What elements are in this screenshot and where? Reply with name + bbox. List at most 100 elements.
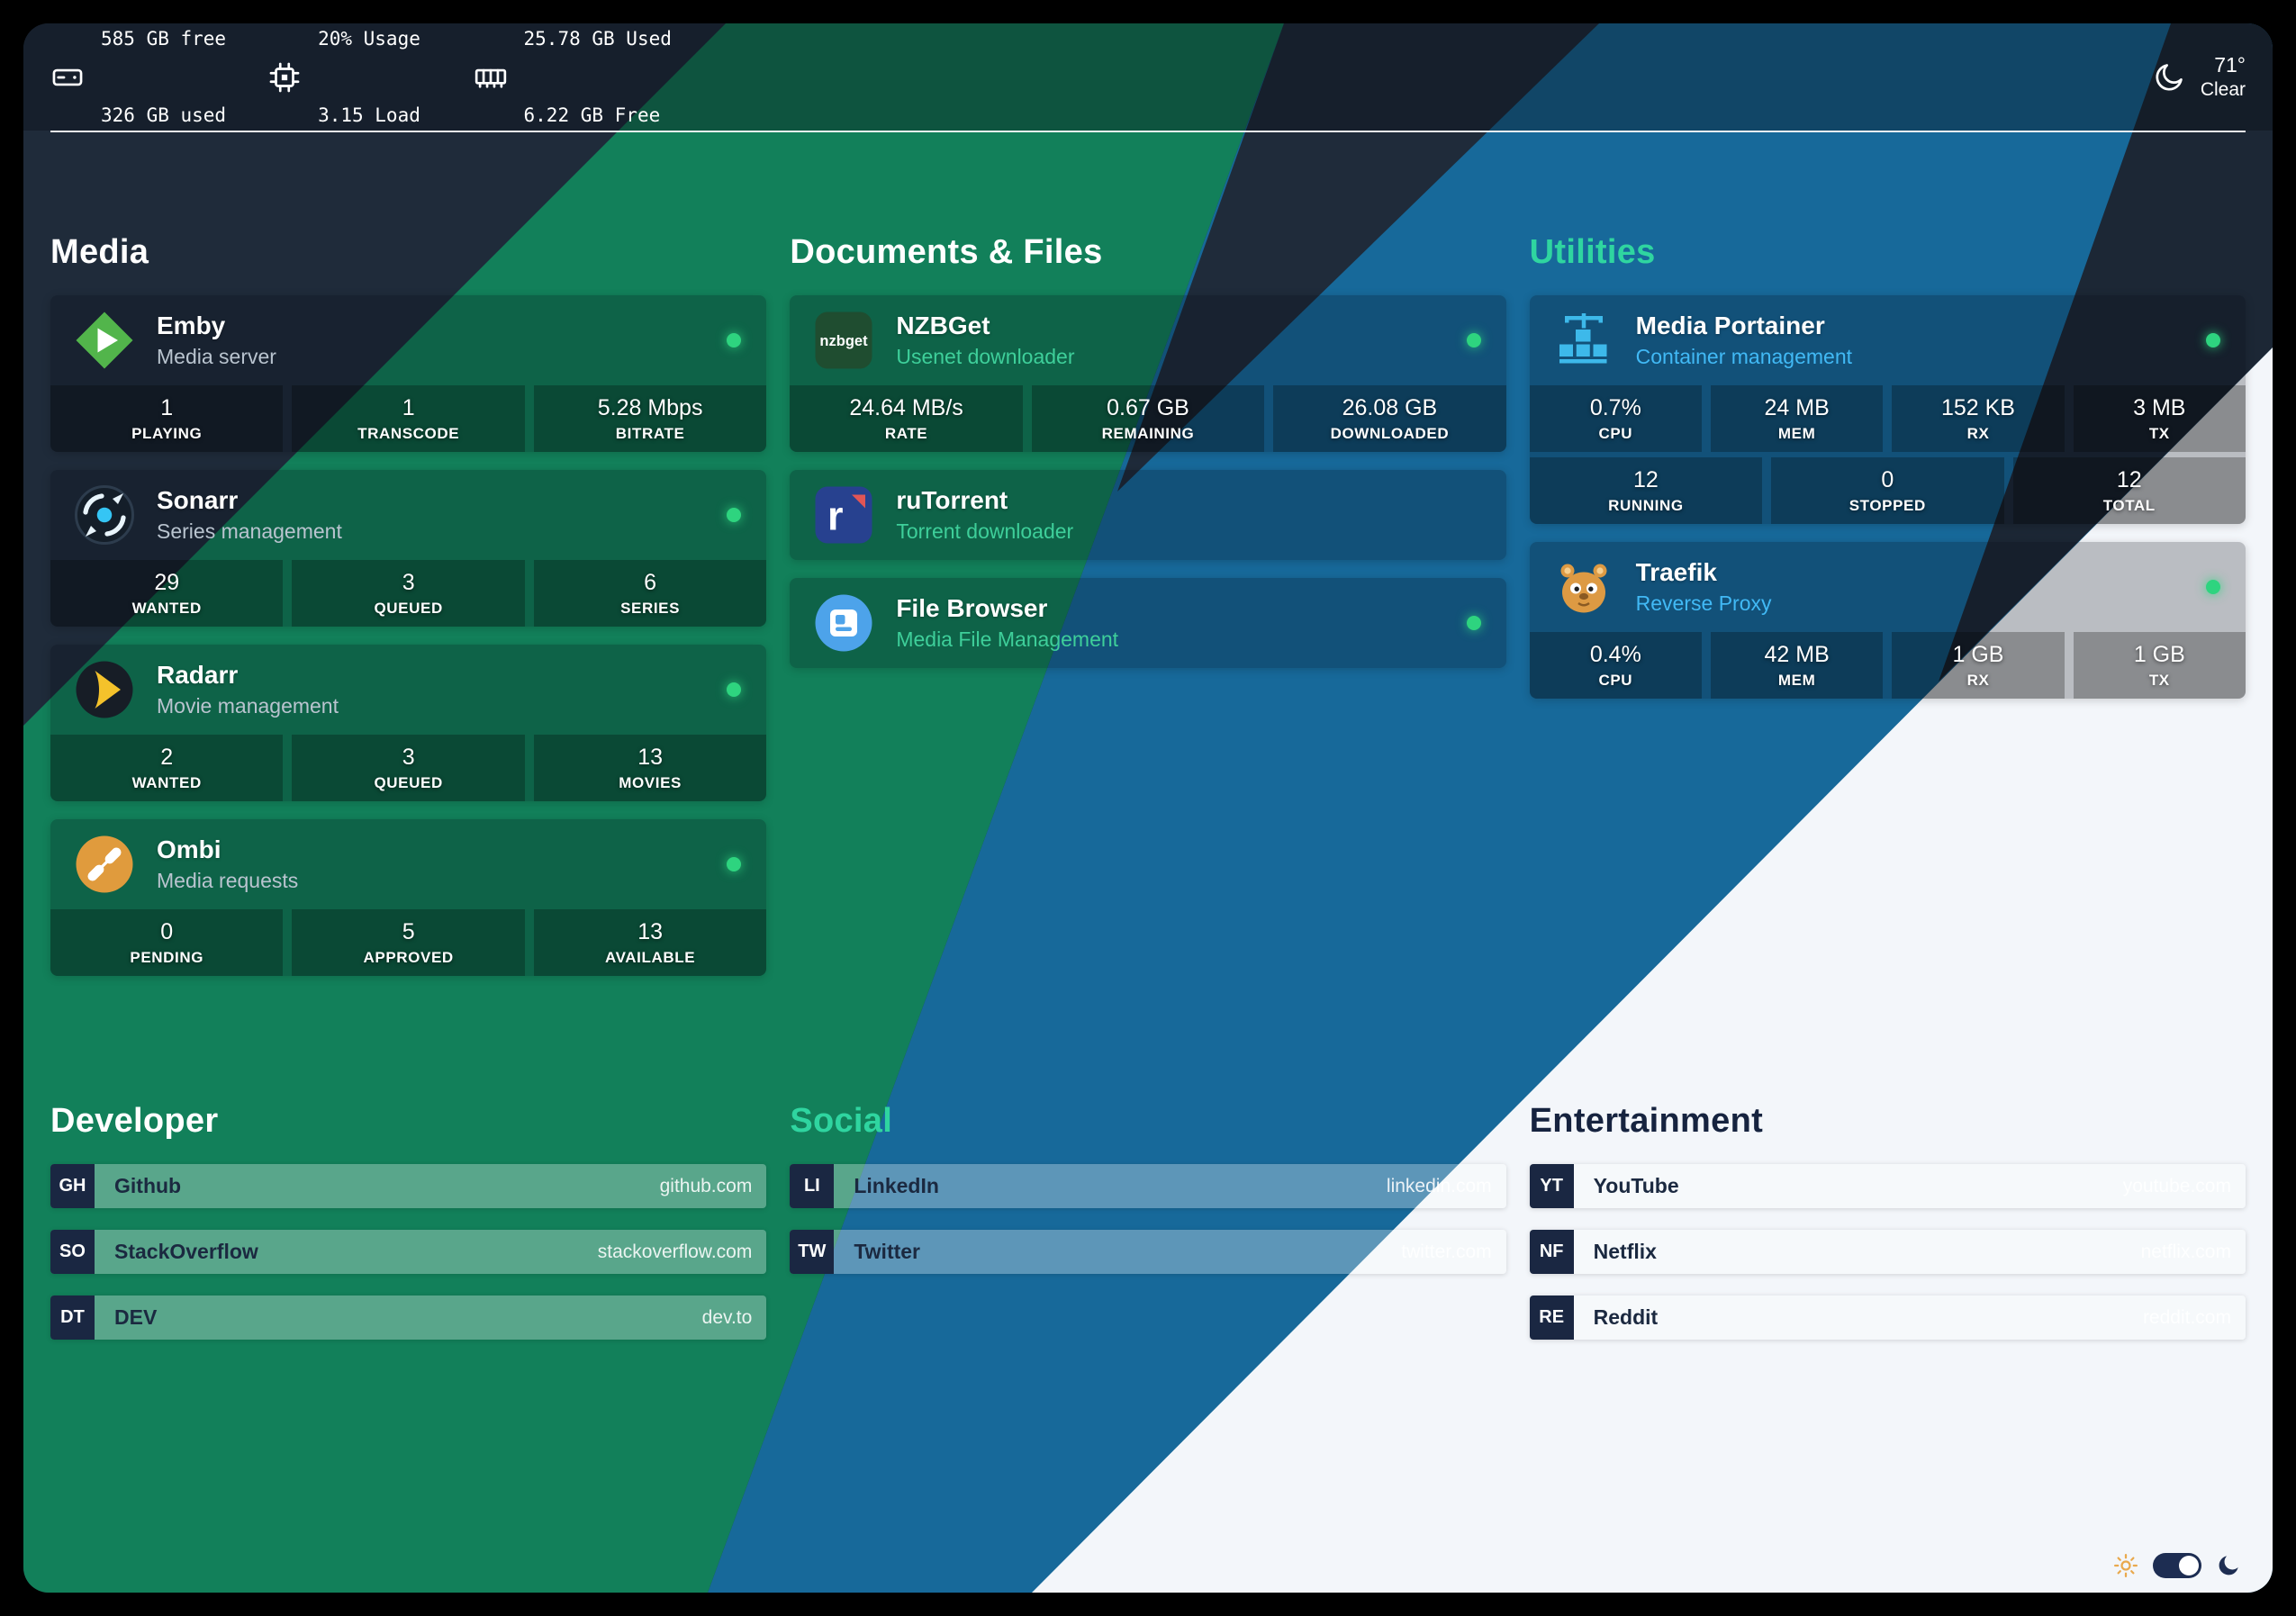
status-online-dot — [727, 333, 742, 348]
section-developer: Developer GH Github github.com SO StackOverfl… — [50, 1102, 767, 1340]
stat-value: 1 — [160, 394, 174, 420]
stat-tile-bitrate: 5.28 Mbps BITRATE — [533, 385, 767, 452]
link-list: YT YouTube youtube.com NF Netflix netflix.com… — [1529, 1164, 2246, 1340]
sun-icon — [2112, 1552, 2139, 1579]
weather-temperature: 71° — [2214, 53, 2246, 77]
app-card-titles: ruTorrent Torrent downloader — [896, 486, 1073, 544]
card-list: Emby Media server 1 PLAYING 1 TRANSCODE 5.28 M… — [50, 295, 767, 976]
stat-tile-cpu: 0.4% CPU — [1529, 632, 1702, 699]
stat-tile-stopped: 0 STOPPED — [1771, 457, 2004, 524]
stat-label: TRANSCODE — [357, 424, 460, 442]
app-subtitle: Container management — [1635, 345, 1853, 368]
app-card-radarr[interactable]: Radarr Movie management 2 WANTED 3 QUEUED 13 MO… — [50, 645, 767, 801]
link-row-youtube[interactable]: YT YouTube youtube.com — [1529, 1164, 2246, 1208]
link-row-stackoverflow[interactable]: SO StackOverflow stackoverflow.com — [50, 1230, 767, 1274]
toggle-knob — [2179, 1556, 2199, 1575]
section-entertainment: Entertainment YT YouTube youtube.com NF Netfl… — [1529, 1102, 2246, 1340]
app-subtitle: Media File Management — [896, 627, 1119, 651]
app-card-rutorrent[interactable]: r ruTorrent Torrent downloader — [790, 470, 1506, 560]
app-card-portainer[interactable]: Media Portainer Container management 0.7% C… — [1529, 295, 2246, 524]
app-card-nzbget[interactable]: nzbget NZBGet Usenet downloader 24.64 MB/s R… — [790, 295, 1506, 452]
link-row-github[interactable]: GH Github github.com — [50, 1164, 767, 1208]
link-url: twitter.com — [1401, 1241, 1492, 1262]
radarr-icon — [72, 657, 137, 722]
cpu-usage: 20% Usage — [318, 27, 420, 50]
app-subtitle: Media requests — [157, 869, 299, 892]
app-subtitle: Reverse Proxy — [1635, 591, 1772, 615]
stat-label: PLAYING — [131, 424, 203, 442]
app-card-header: Radarr Movie management — [50, 645, 766, 735]
app-subtitle: Movie management — [157, 694, 339, 718]
stat-row: 0.7% CPU 24 MB MEM 152 KB RX 3 MB TX — [1529, 385, 2246, 452]
memory-icon — [474, 60, 508, 95]
status-online-dot — [727, 682, 742, 697]
link-row-dev[interactable]: DT DEV dev.to — [50, 1296, 767, 1340]
weather-condition: Clear — [2200, 78, 2246, 100]
section-title: Social — [790, 1102, 893, 1140]
stat-row: 0 PENDING 5 APPROVED 13 AVAILABLE — [50, 909, 767, 976]
system-stats-bar: 585 GB free 326 GB used 20% U — [23, 23, 2273, 131]
disk-stats-text: 585 GB free 326 GB used — [101, 23, 226, 179]
cpu-load: 3.15 Load — [318, 104, 420, 126]
dark-mode-toggle[interactable] — [2153, 1553, 2201, 1578]
memory-used: 25.78 GB Used — [523, 27, 672, 50]
link-label: Netflix — [1593, 1240, 1657, 1263]
app-card-filebrowser[interactable]: File Browser Media File Management — [790, 578, 1506, 668]
memory-stats-text: 25.78 GB Used 6.22 GB Free — [524, 23, 672, 179]
status-online-dot — [2205, 333, 2220, 348]
stat-row: 1 PLAYING 1 TRANSCODE 5.28 Mbps BITRATE — [50, 385, 767, 452]
header-divider — [50, 131, 2246, 132]
stat-value: 1 GB — [1952, 641, 2004, 667]
app-card-titles: File Browser Media File Management — [896, 594, 1118, 652]
memory-stats: 25.78 GB Used 6.22 GB Free — [474, 23, 672, 179]
stat-value: 24.64 MB/s — [849, 394, 963, 420]
stat-label: QUEUED — [374, 599, 443, 617]
link-row-netflix[interactable]: NF Netflix netflix.com — [1529, 1230, 2246, 1274]
link-row-twitter[interactable]: TW Twitter twitter.com — [790, 1230, 1506, 1274]
app-card-header: Emby Media server — [50, 295, 766, 385]
stat-label: APPROVED — [363, 948, 454, 966]
app-card-traefik[interactable]: Traefik Reverse Proxy 0.4% CPU 42 MB MEM 1 GB R… — [1529, 542, 2246, 699]
stat-label: QUEUED — [374, 773, 443, 791]
stat-value: 1 — [402, 394, 415, 420]
stat-label: TX — [2148, 424, 2170, 442]
section-documents-files: Documents & Files nzbget NZBGet Usenet down… — [790, 233, 1506, 976]
stat-label: REMAINING — [1101, 424, 1195, 442]
stat-label: TOTAL — [2102, 496, 2156, 514]
app-card-header: Ombi Media requests — [50, 819, 766, 909]
app-card-ombi[interactable]: Ombi Media requests 0 PENDING 5 APPROVED 13 AVA… — [50, 819, 767, 976]
link-url: github.com — [659, 1175, 753, 1196]
stat-tile-downloaded: 26.08 GB DOWNLOADED — [1273, 385, 1506, 452]
app-stats: 24.64 MB/s RATE 0.67 GB REMAINING 26.08 GB DO… — [790, 385, 1506, 452]
stat-tile-mem: 24 MB MEM — [1710, 385, 1884, 452]
card-list: Media Portainer Container management 0.7% C… — [1529, 295, 2246, 699]
sonarr-icon — [72, 483, 137, 547]
stat-tile-queued: 3 QUEUED — [292, 735, 525, 801]
stat-value: 6 — [644, 569, 657, 595]
app-stats: 2 WANTED 3 QUEUED 13 MOVIES — [50, 735, 767, 801]
stat-value: 12 — [2116, 466, 2142, 492]
app-card-sonarr[interactable]: Sonarr Series management 29 WANTED 3 QUEUED 6 S… — [50, 470, 767, 627]
section-media: Media Emby Media server 1 PLAYING 1 TRANSCODE 5… — [50, 233, 767, 976]
svg-text:nzbget: nzbget — [820, 333, 869, 349]
link-initials-badge: DT — [50, 1296, 95, 1340]
app-stats: 29 WANTED 3 QUEUED 6 SERIES — [50, 560, 767, 627]
status-online-dot — [2205, 580, 2220, 594]
moon-icon — [2215, 1552, 2242, 1579]
section-title: Media — [50, 233, 149, 271]
stat-value: 2 — [160, 744, 174, 770]
app-title: ruTorrent — [896, 486, 1008, 514]
link-row-linkedin[interactable]: LI LinkedIn linkedin.com — [790, 1164, 1506, 1208]
app-title: Radarr — [157, 661, 239, 689]
link-url: youtube.com — [2122, 1175, 2231, 1196]
status-online-dot — [727, 857, 742, 871]
app-card-emby[interactable]: Emby Media server 1 PLAYING 1 TRANSCODE 5.28 M… — [50, 295, 767, 452]
app-card-titles: Traefik Reverse Proxy — [1636, 558, 1772, 616]
stat-value: 0.4% — [1589, 641, 1641, 667]
stat-value: 13 — [637, 918, 663, 944]
memory-free: 6.22 GB Free — [523, 104, 661, 126]
stat-value: 0 — [1881, 466, 1894, 492]
link-row-reddit[interactable]: RE Reddit reddit.com — [1529, 1296, 2246, 1340]
section-title: Documents & Files — [790, 233, 1103, 271]
section-utilities: Utilities Media Portainer Container manage… — [1529, 233, 2246, 976]
